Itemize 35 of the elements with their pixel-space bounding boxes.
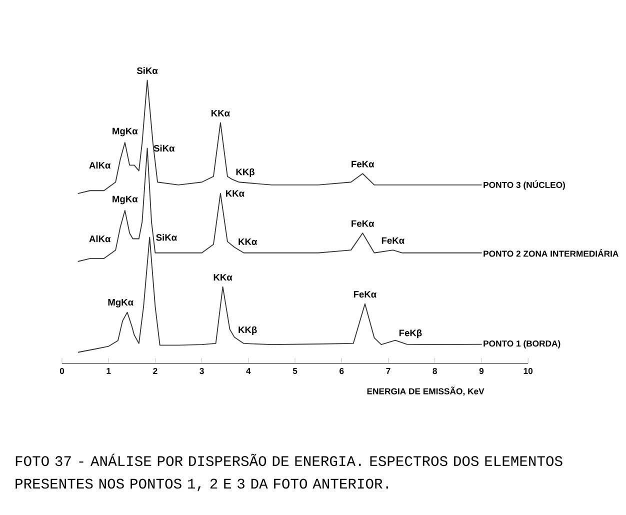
annotation: KKα (212, 110, 230, 116)
text: FOTO 37 - ANÁLISE POR DISPERSÃO DE ENERGIA. ESPECTROS DOS ELEMENTOS PRESENTES NOS PONTOS 1, 2 E 3 DA FOTO ANTERIOR. (16, 454, 562, 491)
x-tick-label: 9 (479, 368, 484, 374)
series-label: PONTO 3 (NÚCLEO) (484, 180, 565, 190)
x-tick-label: 10 (524, 368, 533, 374)
annotation: FeKβ (399, 329, 422, 338)
x-tick-label: 5 (292, 368, 298, 374)
x-tick-label: 7 (386, 368, 390, 374)
annotation: KKβ (238, 326, 257, 335)
annotation: KKα (238, 238, 258, 245)
x-tick-label: 3 (200, 368, 204, 374)
annotation: FeKα (354, 290, 377, 298)
annotation: KKα (214, 274, 232, 280)
series-label: PONTO 2 ZONA INTERMEDIÁRIA (484, 248, 618, 257)
annotation: SiKα (136, 67, 158, 74)
annotation: FeKα (382, 237, 404, 244)
x-axis-title: ENERGIA DE EMISSÃO, KeV (367, 386, 484, 396)
x-tick-label: 1 (106, 368, 111, 374)
x-tick-label: 8 (432, 368, 438, 374)
annotation: FeKα (352, 160, 374, 168)
annotation: AlKα (89, 162, 111, 168)
x-tick-label: 0 (60, 368, 64, 374)
series-label: PONTO 1 (BORDA) (484, 340, 560, 348)
annotation: MgKα (108, 298, 134, 308)
annotation: SiKα (154, 144, 175, 152)
annotation: KKβ (236, 168, 254, 177)
x-tick-label: 6 (340, 368, 344, 374)
annotation: AlKα (89, 235, 111, 242)
annotation: FeKα (352, 220, 374, 227)
annotation: MgKα (112, 128, 138, 136)
annotation: MgKα (112, 196, 138, 204)
x-tick-label: 4 (246, 368, 251, 374)
annotation: KKα (226, 190, 244, 197)
x-tick-label: 2 (153, 368, 158, 374)
annotation: SiKα (156, 234, 177, 241)
